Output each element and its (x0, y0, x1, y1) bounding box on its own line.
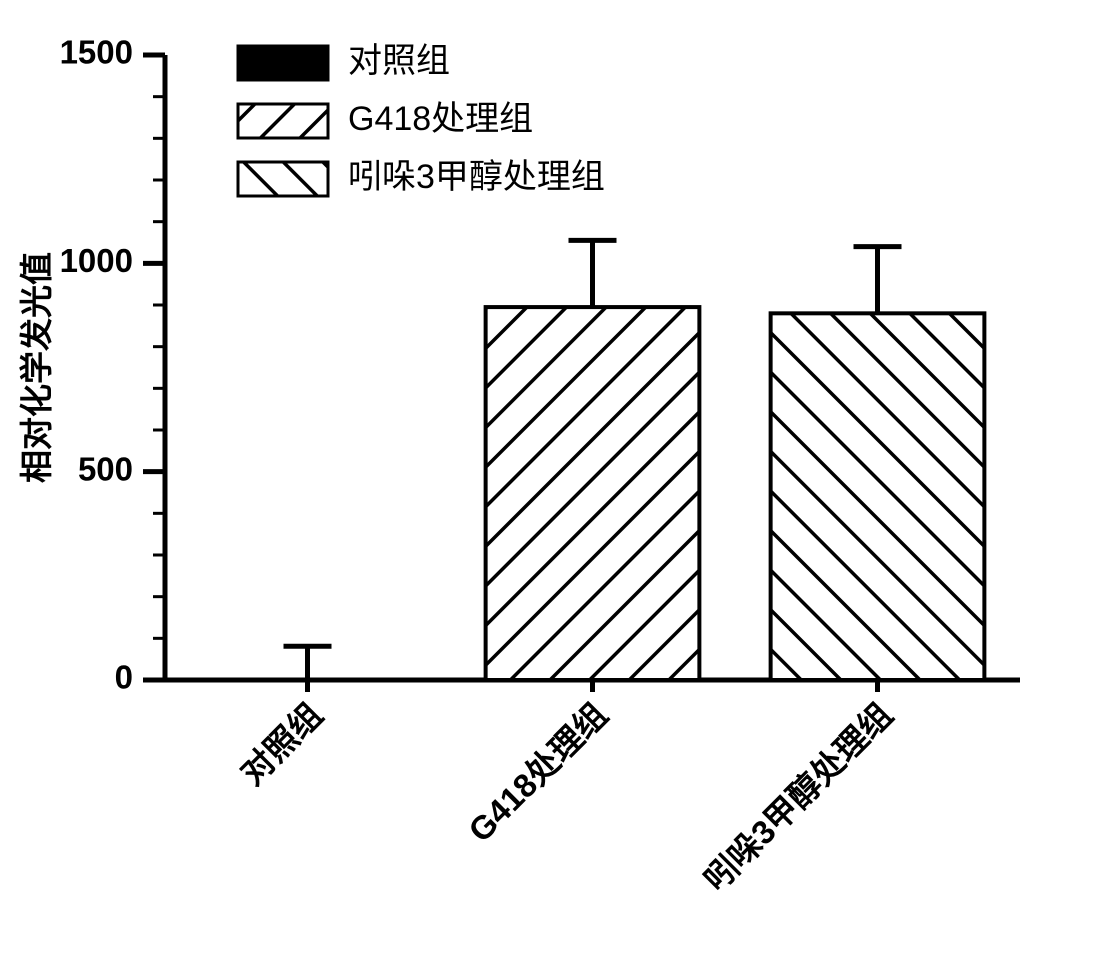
bar (486, 307, 700, 680)
y-tick-label: 500 (78, 450, 133, 487)
legend-label: 对照组 (348, 42, 450, 80)
bar-chart: 050010001500相对化学发光值对照组G418处理组吲哚3甲醇处理组对照组… (0, 0, 1110, 953)
y-tick-label: 1500 (60, 34, 133, 71)
legend-swatch (238, 162, 328, 196)
y-axis-label: 相对化学发光值 (18, 252, 55, 483)
bar (771, 313, 985, 680)
legend-swatch (238, 104, 328, 138)
legend-label: G418处理组 (348, 100, 533, 138)
legend-label: 吲哚3甲醇处理组 (348, 158, 605, 196)
chart-container: 050010001500相对化学发光值对照组G418处理组吲哚3甲醇处理组对照组… (0, 0, 1110, 953)
legend-swatch (238, 46, 328, 80)
y-tick-label: 0 (115, 659, 133, 696)
y-tick-label: 1000 (60, 242, 133, 279)
